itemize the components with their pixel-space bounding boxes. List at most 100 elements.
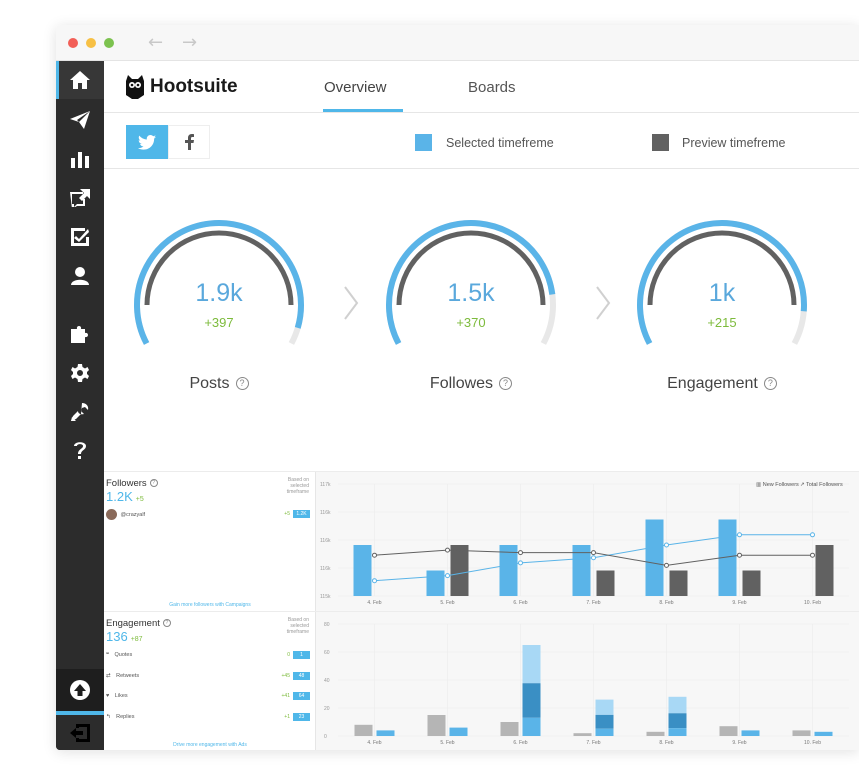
user-delta: +5 <box>284 511 290 517</box>
x-tick-label: 6. Feb <box>513 600 527 606</box>
close-window-button[interactable] <box>68 38 78 48</box>
bar <box>353 545 372 596</box>
bar <box>427 715 446 736</box>
y-tick-label: 60 <box>324 650 330 656</box>
bar <box>741 730 760 736</box>
assignments-icon[interactable] <box>56 179 104 217</box>
campaigns-link[interactable]: Gain more followers with Campaigns <box>169 602 251 608</box>
send-icon[interactable] <box>56 101 104 139</box>
minimize-window-button[interactable] <box>86 38 96 48</box>
line-point <box>737 552 742 558</box>
owl-icon <box>126 75 144 99</box>
browser-window: ← → <box>56 25 859 750</box>
gear-icon[interactable] <box>56 354 104 392</box>
x-tick-label: 7. Feb <box>586 600 600 606</box>
followers-label: Followes? <box>371 375 571 393</box>
bar-segment <box>522 717 541 736</box>
top-header: Hootsuite Overview Boards <box>104 61 859 113</box>
legend-new-followers: ▥ New Followers <box>756 482 799 488</box>
quotes-row[interactable]: ❝ Quotes 0 1 <box>106 651 310 659</box>
line-point <box>372 552 377 558</box>
bar <box>596 570 615 596</box>
main-content: Hootsuite Overview Boards Selected timef… <box>104 61 859 750</box>
line-point <box>591 555 596 561</box>
bar <box>814 731 833 736</box>
puzzle-icon[interactable] <box>56 315 104 353</box>
bar <box>646 731 665 736</box>
followers-card-title-text: Followers <box>106 478 147 489</box>
heart-icon: ♥ <box>106 693 110 699</box>
help-icon[interactable] <box>56 432 104 470</box>
bar <box>354 724 373 736</box>
back-arrow-icon[interactable]: ← <box>148 32 164 53</box>
quote-icon: ❝ <box>106 652 109 658</box>
checkbox-icon[interactable] <box>56 218 104 256</box>
bar <box>573 733 592 736</box>
posts-value: 1.9k <box>195 279 243 307</box>
x-tick-label: 7. Feb <box>586 740 600 746</box>
engagement-label: Engagement? <box>622 375 822 393</box>
replies-row[interactable]: ↰ Replies +1 23 <box>106 713 310 721</box>
line-point <box>445 547 450 553</box>
y-tick-label: 20 <box>324 706 330 712</box>
engagement-card-delta: +87 <box>130 636 143 643</box>
tab-boards[interactable]: Boards <box>468 79 516 96</box>
help-circle-icon[interactable]: ? <box>235 377 249 390</box>
followers-chart: 117k 116k 116k 116k 115k 4. Feb 5. Feb 6. Feb 7.… <box>316 472 859 612</box>
upgrade-button[interactable] <box>56 669 104 711</box>
followers-card-title: Followers? <box>106 478 158 489</box>
hootsuite-logo[interactable]: Hootsuite <box>126 75 238 99</box>
engagement-card-title-text: Engagement <box>106 618 160 629</box>
help-circle-icon[interactable]: ? <box>149 479 158 487</box>
quotes-delta: 0 <box>287 652 290 658</box>
gauge-area: 1.9k +397 Posts? 1.5k +370 Followes? 1k … <box>104 169 859 471</box>
wrench-icon[interactable] <box>56 393 104 431</box>
forward-arrow-icon[interactable]: → <box>182 32 198 53</box>
bar <box>815 545 834 596</box>
posts-label: Posts? <box>119 375 319 393</box>
help-circle-icon[interactable]: ? <box>499 377 513 390</box>
likes-label: Likes <box>114 693 128 699</box>
engagement-card-title: Engagement? <box>106 618 171 629</box>
twitter-button[interactable] <box>126 125 168 159</box>
ads-link[interactable]: Drive more engagement with Ads <box>173 742 247 748</box>
followers-card-delta: +5 <box>135 496 144 503</box>
retweets-row[interactable]: ⇄ Retweets +45 48 <box>106 672 310 680</box>
likes-delta: +41 <box>281 693 290 699</box>
line-point <box>664 542 669 548</box>
bar-segment <box>668 713 687 729</box>
followers-value: 1.5k <box>447 279 495 307</box>
x-tick-label: 10. Feb <box>804 740 821 746</box>
user-icon[interactable] <box>56 257 104 295</box>
maximize-window-button[interactable] <box>104 38 114 48</box>
help-circle-icon[interactable]: ? <box>162 619 171 627</box>
avatar <box>106 509 117 520</box>
followers-card-value-text: 1.2K <box>106 489 133 504</box>
user-count-badge: 1.2K <box>293 510 310 518</box>
home-icon[interactable] <box>56 61 104 99</box>
posts-delta: +397 <box>204 315 234 330</box>
followers-delta: +370 <box>456 315 486 330</box>
x-tick-label: 9. Feb <box>732 740 746 746</box>
line-point <box>810 532 815 538</box>
retweet-icon: ⇄ <box>106 673 111 679</box>
x-tick-label: 8. Feb <box>659 740 673 746</box>
logout-icon[interactable] <box>56 715 104 750</box>
line-point <box>445 573 450 579</box>
y-tick-label: 115k <box>320 594 331 600</box>
engagement-card-value-text: 136 <box>106 629 128 644</box>
engagement-card-value: 136 +87 <box>106 629 143 644</box>
facebook-button[interactable] <box>168 125 210 159</box>
followers-card: Followers? Based on selected timeframe 1… <box>104 472 316 611</box>
engagement-card-sub: Based on selected timeframe <box>286 617 309 635</box>
bar <box>645 519 664 596</box>
bar <box>792 730 811 736</box>
bar-segment <box>522 683 541 718</box>
y-tick-label: 0 <box>324 734 327 740</box>
help-circle-icon[interactable]: ? <box>763 377 777 390</box>
followers-user-row[interactable]: @crazyalf +5 1.2K <box>106 509 310 520</box>
tab-overview[interactable]: Overview <box>324 79 387 96</box>
analytics-icon[interactable] <box>56 140 104 178</box>
likes-row[interactable]: ♥ Likes +41 64 <box>106 692 310 700</box>
y-tick-label: 117k <box>320 482 331 488</box>
